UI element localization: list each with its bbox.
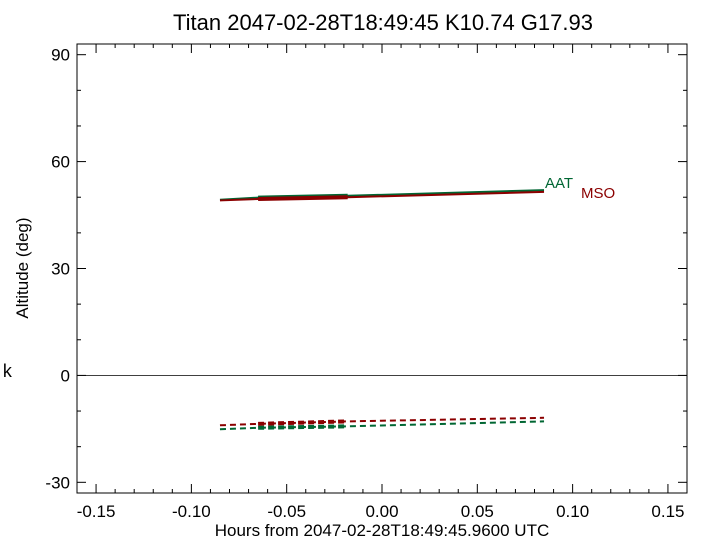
series-layer	[219, 189, 545, 431]
y-tick-label: 60	[51, 153, 70, 172]
minor-ticks	[76, 44, 688, 493]
major-ticks	[77, 44, 687, 493]
series-thick-segment-mso	[258, 195, 348, 202]
y-tick-label: 0	[61, 366, 70, 385]
series-thick-segment-dashed-3	[258, 424, 348, 430]
x-tick-label: 0.00	[365, 502, 398, 521]
margin-mark: k	[2, 363, 13, 383]
y-tick-label: -30	[45, 473, 70, 492]
x-tick-label: 0.15	[651, 502, 684, 521]
y-tick-labels: -30 0 30 60 90	[45, 46, 70, 493]
series-thick-segment-dashed-2	[258, 419, 348, 426]
series-label-mso: MSO	[581, 185, 615, 202]
x-tick-labels: -0.15 -0.10 -0.05 0.00 0.05 0.10 0.15	[77, 502, 685, 521]
series-labels: AAT MSO	[545, 175, 615, 202]
series-label-aat: AAT	[545, 175, 573, 192]
y-tick-label: 90	[51, 46, 70, 65]
x-axis-label: Hours from 2047-02-28T18:49:45.9600 UTC	[215, 521, 550, 540]
x-tick-label: -0.05	[267, 502, 306, 521]
y-axis-label: Altitude (deg)	[13, 217, 32, 318]
x-tick-label: 0.10	[556, 502, 589, 521]
x-tick-label: 0.05	[461, 502, 494, 521]
x-tick-label: -0.15	[77, 502, 116, 521]
x-tick-label: -0.10	[172, 502, 211, 521]
chart-title: Titan 2047-02-28T18:49:45 K10.74 G17.93	[173, 10, 593, 35]
y-tick-label: 30	[51, 260, 70, 279]
